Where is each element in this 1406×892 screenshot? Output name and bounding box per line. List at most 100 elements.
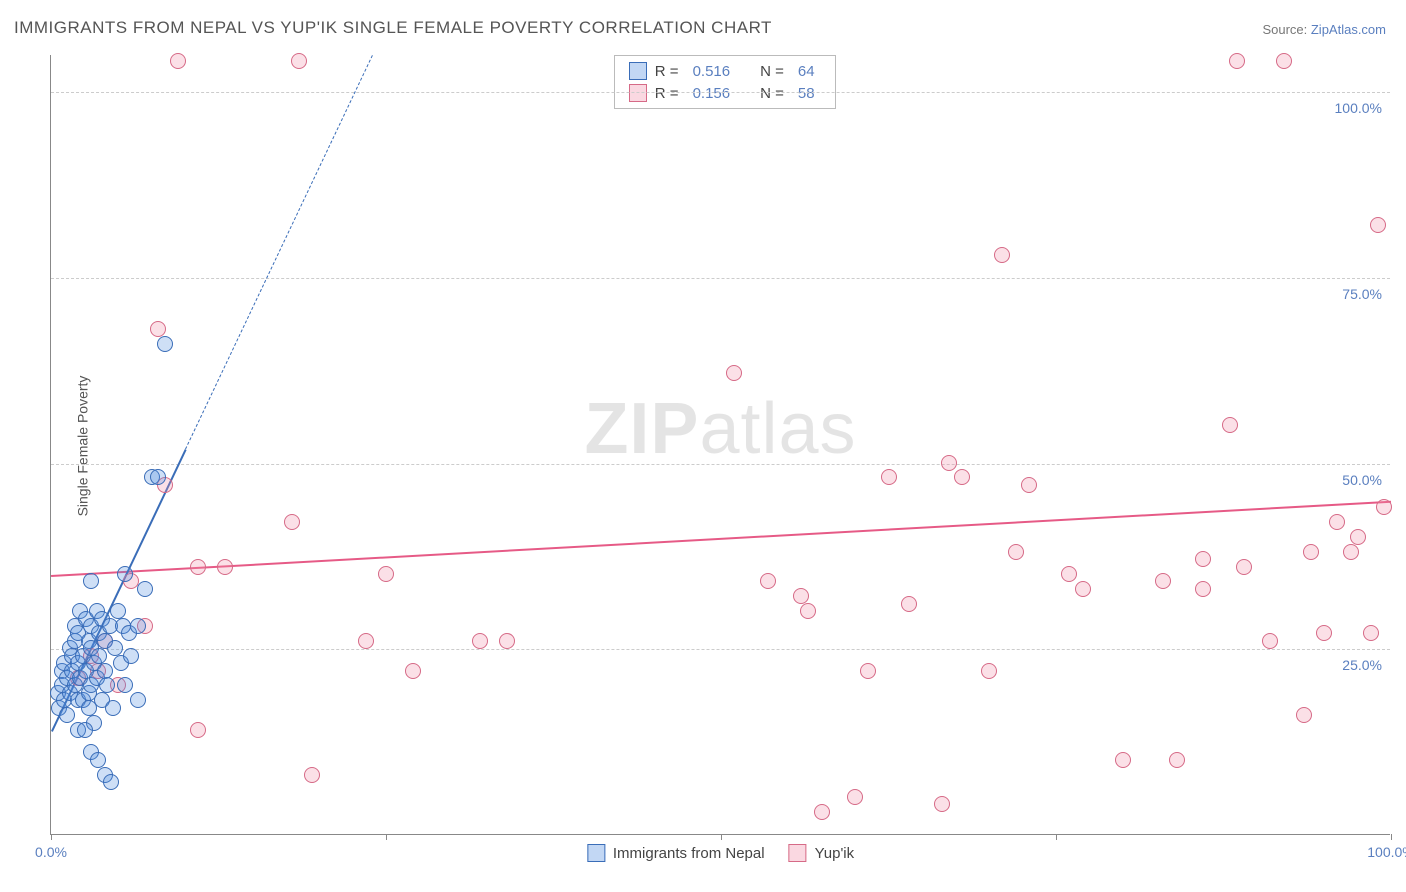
- data-point: [304, 767, 320, 783]
- chart-container: IMMIGRANTS FROM NEPAL VS YUP'IK SINGLE F…: [0, 0, 1406, 892]
- data-point: [1276, 53, 1292, 69]
- data-point: [123, 648, 139, 664]
- watermark: ZIPatlas: [584, 388, 856, 470]
- data-point: [954, 469, 970, 485]
- data-point: [83, 573, 99, 589]
- gridline: [51, 649, 1390, 650]
- data-point: [793, 588, 809, 604]
- data-point: [847, 789, 863, 805]
- data-point: [1236, 559, 1252, 575]
- data-point: [150, 469, 166, 485]
- x-tick-label: 100.0%: [1367, 844, 1406, 860]
- x-tick-label: 0.0%: [35, 844, 67, 860]
- correlation-legend: R =0.516N =64R =0.156N =58: [614, 55, 836, 109]
- data-point: [1296, 707, 1312, 723]
- source-prefix: Source:: [1262, 22, 1310, 37]
- y-tick-label: 100.0%: [1335, 100, 1382, 116]
- data-point: [157, 336, 173, 352]
- data-point: [284, 514, 300, 530]
- data-point: [994, 247, 1010, 263]
- data-point: [941, 455, 957, 471]
- data-point: [1061, 566, 1077, 582]
- data-point: [170, 53, 186, 69]
- data-point: [217, 559, 233, 575]
- data-point: [117, 566, 133, 582]
- data-point: [105, 700, 121, 716]
- data-point: [1350, 529, 1366, 545]
- legend-item: Yup'ik: [789, 844, 855, 862]
- data-point: [1229, 53, 1245, 69]
- data-point: [1376, 499, 1392, 515]
- x-tick: [721, 834, 722, 840]
- data-point: [103, 774, 119, 790]
- gridline: [51, 92, 1390, 93]
- data-point: [1169, 752, 1185, 768]
- data-point: [1370, 217, 1386, 233]
- y-tick-label: 75.0%: [1342, 286, 1382, 302]
- trend-line: [51, 501, 1391, 577]
- legend-swatch: [629, 62, 647, 80]
- data-point: [1195, 581, 1211, 597]
- data-point: [760, 573, 776, 589]
- data-point: [1195, 551, 1211, 567]
- legend-n-value: 64: [798, 63, 815, 80]
- data-point: [1115, 752, 1131, 768]
- data-point: [130, 618, 146, 634]
- data-point: [860, 663, 876, 679]
- legend-series-name: Immigrants from Nepal: [613, 845, 765, 862]
- data-point: [97, 663, 113, 679]
- data-point: [981, 663, 997, 679]
- watermark-rest: atlas: [699, 389, 856, 469]
- legend-row: R = 0.516 N = 64: [615, 60, 835, 82]
- data-point: [472, 633, 488, 649]
- source-link[interactable]: ZipAtlas.com: [1311, 22, 1386, 37]
- x-tick: [386, 834, 387, 840]
- data-point: [190, 559, 206, 575]
- x-tick: [1056, 834, 1057, 840]
- data-point: [59, 707, 75, 723]
- data-point: [1329, 514, 1345, 530]
- data-point: [1316, 625, 1332, 641]
- legend-item: Immigrants from Nepal: [587, 844, 765, 862]
- plot-area: ZIPatlas R =0.516N =64R =0.156N =58 Immi…: [50, 55, 1390, 835]
- data-point: [90, 752, 106, 768]
- data-point: [130, 692, 146, 708]
- data-point: [1021, 477, 1037, 493]
- data-point: [1222, 417, 1238, 433]
- data-point: [726, 365, 742, 381]
- y-tick-label: 50.0%: [1342, 472, 1382, 488]
- data-point: [800, 603, 816, 619]
- source-attribution: Source: ZipAtlas.com: [1262, 22, 1386, 37]
- x-tick: [51, 834, 52, 840]
- data-point: [117, 677, 133, 693]
- data-point: [499, 633, 515, 649]
- data-point: [110, 603, 126, 619]
- data-point: [1262, 633, 1278, 649]
- data-point: [77, 722, 93, 738]
- data-point: [881, 469, 897, 485]
- data-point: [1155, 573, 1171, 589]
- data-point: [137, 581, 153, 597]
- data-point: [150, 321, 166, 337]
- legend-swatch: [789, 844, 807, 862]
- data-point: [91, 648, 107, 664]
- watermark-bold: ZIP: [584, 389, 699, 469]
- data-point: [1343, 544, 1359, 560]
- gridline: [51, 464, 1390, 465]
- legend-r-value: 0.516: [693, 63, 731, 80]
- data-point: [107, 640, 123, 656]
- gridline: [51, 278, 1390, 279]
- data-point: [405, 663, 421, 679]
- data-point: [1363, 625, 1379, 641]
- data-point: [291, 53, 307, 69]
- legend-r-label: R =: [655, 63, 679, 80]
- legend-series-name: Yup'ik: [815, 845, 855, 862]
- series-legend: Immigrants from Nepal Yup'ik: [587, 844, 854, 862]
- data-point: [358, 633, 374, 649]
- data-point: [99, 677, 115, 693]
- data-point: [1075, 581, 1091, 597]
- x-tick: [1391, 834, 1392, 840]
- legend-n-label: N =: [760, 63, 784, 80]
- data-point: [378, 566, 394, 582]
- data-point: [1303, 544, 1319, 560]
